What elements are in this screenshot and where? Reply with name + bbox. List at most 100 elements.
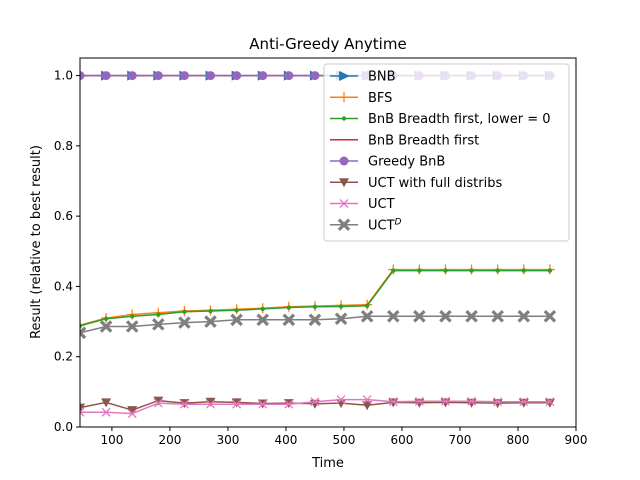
x-tick-label: 700: [449, 433, 472, 447]
data-point: [258, 399, 268, 409]
data-point: [360, 310, 374, 323]
legend-item: Greedy BnB: [330, 155, 445, 170]
data-point: [362, 395, 372, 405]
x-tick-label: 500: [333, 433, 356, 447]
y-tick-label: 1.0: [54, 69, 73, 83]
x-tick-label: 800: [507, 433, 530, 447]
data-point: [547, 268, 553, 273]
data-point: [178, 316, 191, 329]
data-point: [338, 304, 344, 309]
legend-marker: [341, 116, 347, 121]
data-point: [127, 409, 137, 419]
data-point: [80, 326, 87, 340]
legend-label: UCTD: [368, 217, 402, 233]
data-point: [282, 313, 296, 327]
legend-item: UCTD: [330, 217, 402, 233]
data-point: [521, 268, 526, 273]
data-point: [179, 71, 189, 81]
x-tick-label: 300: [216, 433, 239, 447]
x-axis-label: Time: [311, 456, 344, 471]
data-point: [387, 310, 400, 323]
data-point: [519, 397, 529, 407]
x-tick-label: 600: [391, 433, 414, 447]
legend-label: BFS: [368, 91, 392, 106]
series-6: [80, 395, 555, 419]
data-point: [80, 71, 85, 81]
data-point: [230, 313, 243, 327]
data-point: [156, 312, 161, 317]
data-point: [284, 71, 294, 81]
data-point: [413, 310, 426, 323]
legend-item: BnB Breadth first: [330, 133, 479, 148]
axis-ticks: 100 200 300 400 500 600 700 800 900 0.0 0.2 0.4 0.6 0…: [54, 69, 588, 447]
data-point: [469, 268, 474, 273]
data-point: [153, 398, 163, 408]
data-point: [232, 71, 242, 81]
data-point: [336, 395, 346, 405]
data-point: [362, 401, 373, 411]
data-point: [204, 315, 217, 328]
data-point: [206, 71, 216, 81]
data-point: [182, 309, 187, 314]
data-point: [101, 398, 112, 408]
data-point: [232, 399, 242, 409]
data-point: [258, 71, 268, 81]
legend-label: BNB: [368, 70, 396, 85]
series-7: [80, 310, 557, 340]
legend-label: Greedy BnB: [368, 155, 445, 170]
data-point: [491, 310, 504, 323]
data-point: [153, 71, 163, 81]
x-tick-label: 200: [158, 433, 181, 447]
data-point: [256, 313, 269, 327]
x-tick-label: 400: [274, 433, 297, 447]
data-point: [493, 397, 503, 407]
legend-box: [323, 63, 570, 242]
axes-frame: [79, 57, 577, 428]
data-point: [388, 397, 398, 407]
y-axis-label: Result (relative to best result): [29, 145, 44, 339]
legend-item: UCT: [330, 197, 395, 212]
data-point: [179, 399, 189, 409]
data-point: [101, 407, 111, 417]
data-point: [80, 323, 83, 328]
chart-title: Anti-Greedy Anytime: [249, 35, 406, 53]
data-point: [364, 303, 370, 308]
data-point: [543, 310, 557, 323]
legend-marker: [339, 199, 349, 208]
x-tick-label: 900: [565, 433, 588, 447]
data-point: [545, 397, 555, 407]
legend-label-superscript: D: [395, 217, 402, 227]
data-point: [312, 304, 318, 310]
data-point: [205, 397, 216, 407]
data-point: [495, 268, 500, 273]
legend-marker: [337, 218, 351, 232]
data-point: [284, 399, 294, 409]
data-point: [334, 312, 348, 326]
data-point: [388, 398, 399, 408]
data-point: [127, 406, 138, 416]
legend-item: BFS: [330, 91, 392, 106]
data-point: [517, 310, 531, 323]
data-point: [103, 316, 109, 321]
data-point: [260, 306, 265, 312]
data-point: [443, 268, 448, 273]
data-point: [414, 396, 424, 406]
data-point: [130, 314, 135, 319]
data-point: [127, 71, 137, 81]
data-point: [308, 313, 322, 327]
legend-marker: [339, 178, 349, 188]
legend-item: BNB: [330, 70, 396, 85]
legend-item: UCT with full distribs: [330, 176, 502, 191]
data-point: [152, 318, 165, 331]
data-point: [310, 397, 320, 407]
legend-marker: [339, 71, 350, 81]
data-point: [439, 310, 452, 323]
legend: BNB BFS BnB Breadth first, lower = 0 BnB Br…: [323, 63, 570, 242]
data-point: [80, 407, 85, 417]
data-point: [286, 305, 292, 310]
legend-item: BnB Breadth first, lower = 0: [330, 112, 551, 127]
legend-label: BnB Breadth first: [368, 133, 479, 148]
data-point: [206, 399, 215, 409]
data-point: [417, 268, 422, 273]
data-point: [441, 396, 450, 406]
